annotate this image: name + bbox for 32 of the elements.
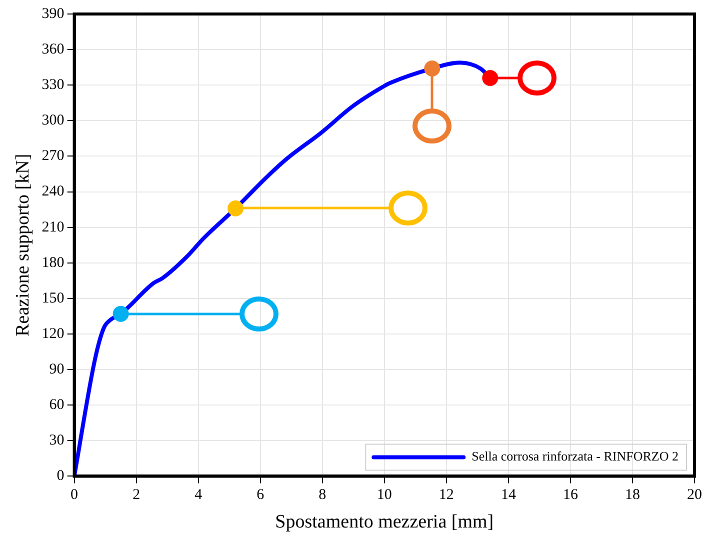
y-tick-label: 120 <box>42 326 64 342</box>
y-tick-label: 60 <box>49 397 64 414</box>
y-tick-label: 30 <box>49 432 64 449</box>
y-tick-label: 240 <box>42 184 64 200</box>
y-tick-label: 270 <box>42 148 64 164</box>
x-tick-label: 0 <box>70 487 78 504</box>
x-axis-title: Spostamento mezzeria [mm] <box>275 512 494 533</box>
x-tick-label: 20 <box>687 487 702 504</box>
y-tick-label: 330 <box>42 77 64 94</box>
y-tick-label: 390 <box>42 6 64 22</box>
y-tick-label: 150 <box>42 290 64 306</box>
x-tick-label: 10 <box>376 487 392 504</box>
y-tick-label: 180 <box>42 254 64 271</box>
point <box>424 60 440 77</box>
point <box>112 306 129 322</box>
text: Sella corrosa rinforzata - RINFORZO 2 <box>472 448 678 464</box>
x-tick-label: 18 <box>624 487 640 504</box>
point <box>228 200 244 216</box>
y-tick-label: 90 <box>49 361 64 378</box>
y-tick-label: 0 <box>56 468 64 484</box>
x-tick-label: 4 <box>194 487 203 504</box>
point <box>482 70 498 86</box>
x-tick-label: 6 <box>256 487 265 504</box>
x-tick-label: 8 <box>318 487 326 504</box>
y-tick-label: 300 <box>42 112 64 129</box>
x-tick-label: 2 <box>132 487 140 504</box>
y-axis-title: Reazione supporto [kN] <box>12 154 34 336</box>
y-tick-label: 360 <box>42 41 64 58</box>
x-tick-label: 16 <box>562 487 578 504</box>
x-tick-label: 14 <box>500 487 516 504</box>
x-tick-label: 12 <box>438 487 454 504</box>
y-tick-label: 210 <box>42 219 64 236</box>
